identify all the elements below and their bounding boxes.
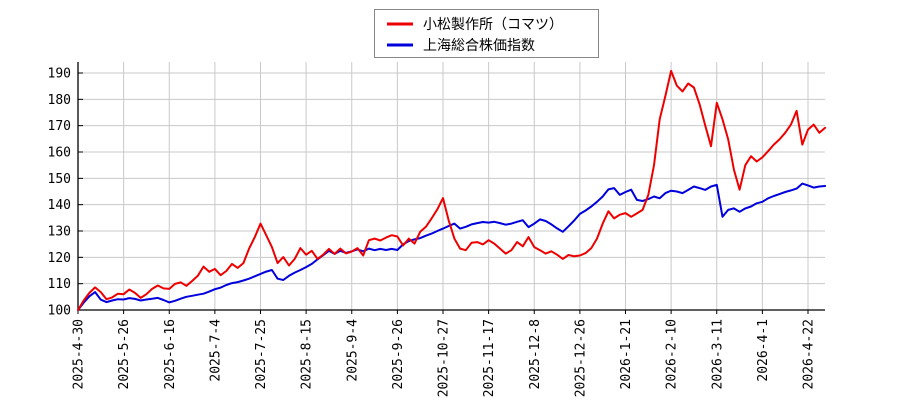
y-tick-label: 100 [48, 304, 71, 319]
legend-label-komatsu: 小松製作所（コマツ） [423, 17, 563, 33]
x-tick-label: 2025-10-27 [437, 319, 452, 397]
series-line [77, 182, 827, 311]
x-tick-label: 2026-4-22 [802, 319, 817, 389]
y-tick-label: 180 [48, 93, 71, 108]
y-tick-label: 110 [48, 277, 71, 292]
y-tick-label: 160 [48, 146, 71, 161]
x-tick-label: 2025-12-26 [573, 319, 588, 397]
y-tick-label: 120 [48, 251, 71, 266]
y-tick-label: 140 [48, 198, 71, 213]
y-tick-label: 150 [48, 172, 71, 187]
series-line [77, 69, 827, 311]
y-tick-label: 190 [48, 67, 71, 82]
x-tick-label: 2026-2-10 [665, 319, 680, 389]
x-tick-label: 2025-12-8 [528, 319, 543, 389]
legend-label-shanghai: 上海総合株価指数 [423, 38, 535, 54]
x-tick-label: 2025-5-26 [117, 319, 132, 389]
x-tick-label: 2025-8-15 [300, 319, 315, 389]
x-tick-label: 2025-7-4 [208, 319, 223, 382]
series-lines [77, 69, 827, 311]
y-tick-labels: 100 110 120 130 140 150 160 170 180 190 [48, 67, 71, 319]
x-tick-label: 2025-11-17 [482, 319, 497, 397]
x-tick-label: 2025-9-4 [345, 319, 360, 382]
x-tick-label: 2025-4-30 [72, 319, 87, 389]
x-tick-label: 2026-3-11 [710, 319, 725, 389]
x-tick-label: 2025-7-25 [254, 319, 269, 389]
y-tick-label: 170 [48, 119, 71, 134]
x-tick-label: 2025-6-16 [163, 319, 178, 389]
legend: 小松製作所（コマツ） 上海総合株価指数 [374, 9, 599, 58]
x-tick-label: 2026-1-21 [619, 319, 634, 389]
x-tick-label: 2026-4-1 [756, 319, 771, 382]
legend-box [374, 9, 599, 58]
axis-layer [77, 62, 825, 314]
x-tick-label: 2025-9-26 [391, 319, 406, 389]
x-tick-labels: 2025-4-30 2025-5-26 2025-6-16 2025-7-4 2025-… [72, 319, 817, 397]
y-tick-label: 130 [48, 225, 71, 240]
